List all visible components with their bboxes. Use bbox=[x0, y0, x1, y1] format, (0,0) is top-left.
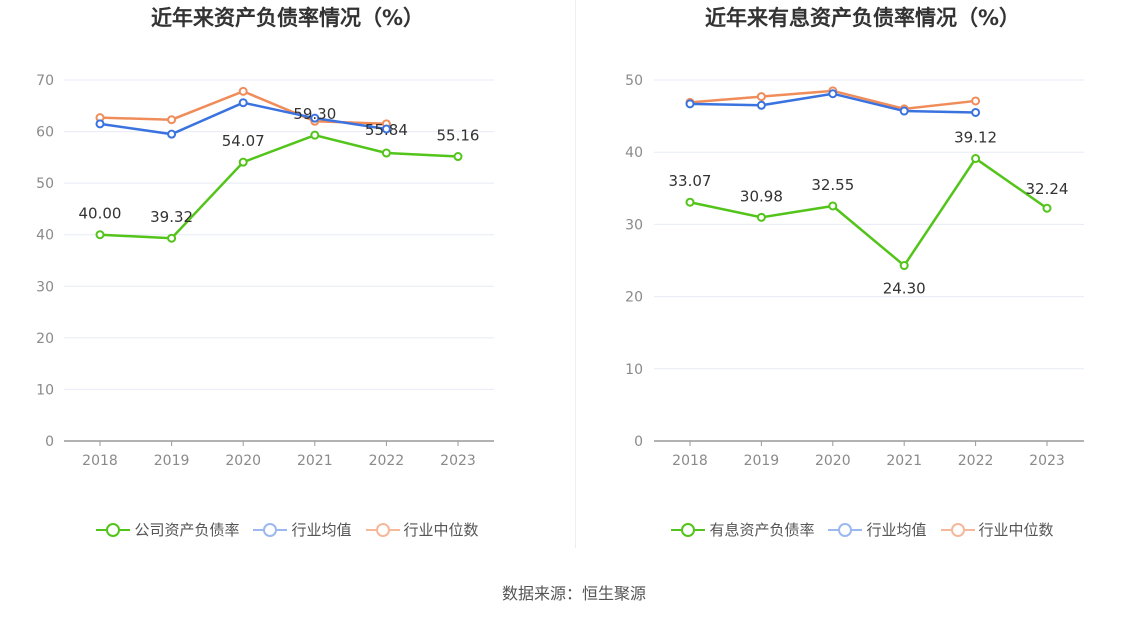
legend-item-company[interactable]: 有息资产负债率 bbox=[671, 519, 814, 540]
x-tick-label: 2019 bbox=[744, 453, 780, 469]
data-label: 55.84 bbox=[365, 121, 408, 139]
data-source-note: 数据来源：恒生聚源 bbox=[501, 584, 646, 603]
y-tick-label: 0 bbox=[634, 434, 643, 450]
y-tick-label: 20 bbox=[36, 331, 54, 347]
x-tick-label: 2018 bbox=[672, 453, 708, 469]
data-label: 32.55 bbox=[811, 176, 854, 194]
data-point bbox=[167, 129, 177, 139]
data-point bbox=[971, 107, 981, 117]
data-point bbox=[756, 212, 766, 222]
x-tick-label: 2020 bbox=[815, 453, 851, 469]
data-point bbox=[971, 96, 981, 106]
y-tick-label: 40 bbox=[36, 228, 54, 244]
y-tick-label: 40 bbox=[625, 145, 643, 161]
data-point bbox=[828, 201, 838, 211]
legend-label: 行业中位数 bbox=[403, 521, 479, 539]
y-tick-label: 20 bbox=[625, 290, 643, 306]
data-label: 39.12 bbox=[954, 129, 997, 147]
series-line bbox=[99, 89, 387, 126]
y-tick-label: 0 bbox=[45, 434, 54, 450]
data-point bbox=[310, 113, 320, 123]
chart-plot-interest-bearing-ratio: 0 10 20 30 40 50 2018 2019 2020 2021 2022 2023 33.07… bbox=[625, 73, 1084, 469]
legend-label: 有息资产负债率 bbox=[709, 521, 815, 539]
y-tick-label: 70 bbox=[36, 73, 54, 89]
data-point bbox=[756, 92, 766, 102]
data-point bbox=[899, 106, 909, 116]
data-point bbox=[167, 115, 177, 125]
legend-item-industry-median[interactable]: 行业中位数 bbox=[365, 519, 479, 540]
data-point bbox=[167, 233, 177, 243]
chart-panel-debt-ratio: 近年来资产负债率情况（%） 0 10 20 30 40 50 60 70 2018 2019 202… bbox=[0, 0, 575, 555]
data-point bbox=[238, 98, 248, 108]
data-point bbox=[1042, 203, 1052, 213]
data-label: 30.98 bbox=[740, 187, 783, 205]
x-tick-label: 2018 bbox=[82, 453, 118, 469]
series-line bbox=[689, 156, 1048, 268]
data-point bbox=[310, 130, 320, 140]
y-tick-label: 30 bbox=[625, 217, 643, 233]
x-tick-label: 2022 bbox=[369, 453, 405, 469]
data-label: 55.16 bbox=[437, 127, 480, 145]
legend-line-icon bbox=[940, 520, 975, 540]
x-tick-label: 2021 bbox=[297, 453, 333, 469]
x-tick-label: 2023 bbox=[1029, 453, 1065, 469]
legend-label: 公司资产负债率 bbox=[134, 521, 240, 539]
data-label: 32.24 bbox=[1026, 180, 1069, 198]
legend-label: 行业中位数 bbox=[978, 521, 1054, 539]
chart-title: 近年来资产负债率情况（%） bbox=[150, 6, 425, 30]
chart-legend: 公司资产负债率 行业均值 行业中位数 bbox=[0, 519, 575, 540]
data-point bbox=[756, 100, 766, 110]
y-tick-label: 10 bbox=[625, 362, 643, 378]
data-label: 39.32 bbox=[150, 208, 193, 226]
legend-line-icon bbox=[365, 520, 400, 540]
x-tick-label: 2021 bbox=[886, 453, 922, 469]
legend-item-company[interactable]: 公司资产负债率 bbox=[96, 519, 239, 540]
legend-label: 行业均值 bbox=[291, 521, 352, 539]
data-point bbox=[95, 119, 105, 129]
data-point bbox=[381, 124, 391, 134]
data-label: 40.00 bbox=[79, 205, 122, 223]
data-point bbox=[238, 157, 248, 167]
legend-item-industry-median[interactable]: 行业中位数 bbox=[940, 519, 1054, 540]
data-point bbox=[899, 261, 909, 271]
legend-line-icon bbox=[828, 520, 863, 540]
legend-line-icon bbox=[96, 520, 131, 540]
data-point bbox=[238, 86, 248, 96]
x-tick-label: 2022 bbox=[958, 453, 994, 469]
data-label: 54.07 bbox=[222, 132, 265, 150]
data-label: 33.07 bbox=[669, 172, 712, 190]
chart-panel-interest-bearing-ratio: 近年来有息资产负债率情况（%） 0 10 20 30 40 50 2018 2019 2020 2… bbox=[577, 0, 1148, 555]
legend-item-industry-avg[interactable]: 行业均值 bbox=[253, 519, 352, 540]
y-tick-label: 10 bbox=[36, 382, 54, 398]
data-point bbox=[685, 99, 695, 109]
y-tick-label: 50 bbox=[36, 176, 54, 192]
data-point bbox=[95, 230, 105, 240]
data-point bbox=[971, 154, 981, 164]
data-point bbox=[453, 152, 463, 162]
chart-title: 近年来有息资产负债率情况（%） bbox=[704, 6, 1021, 30]
data-label: 59.30 bbox=[293, 105, 336, 123]
y-tick-label: 60 bbox=[36, 125, 54, 141]
data-point bbox=[828, 89, 838, 99]
panel-divider bbox=[575, 0, 576, 548]
legend-line-icon bbox=[253, 520, 288, 540]
y-tick-label: 30 bbox=[36, 279, 54, 295]
y-tick-label: 50 bbox=[625, 73, 643, 89]
data-point bbox=[381, 148, 391, 158]
series-line bbox=[99, 133, 459, 240]
legend-label: 行业均值 bbox=[866, 521, 927, 539]
chart-legend: 有息资产负债率 行业均值 行业中位数 bbox=[577, 519, 1148, 540]
x-tick-label: 2023 bbox=[440, 453, 476, 469]
data-label: 24.30 bbox=[883, 280, 926, 298]
x-tick-label: 2019 bbox=[154, 453, 190, 469]
legend-line-icon bbox=[671, 520, 706, 540]
x-tick-label: 2020 bbox=[225, 453, 261, 469]
legend-item-industry-avg[interactable]: 行业均值 bbox=[828, 519, 927, 540]
chart-plot-debt-ratio: 0 10 20 30 40 50 60 70 2018 2019 2020 2021 2022 2023 4… bbox=[36, 73, 494, 469]
data-point bbox=[685, 197, 695, 207]
